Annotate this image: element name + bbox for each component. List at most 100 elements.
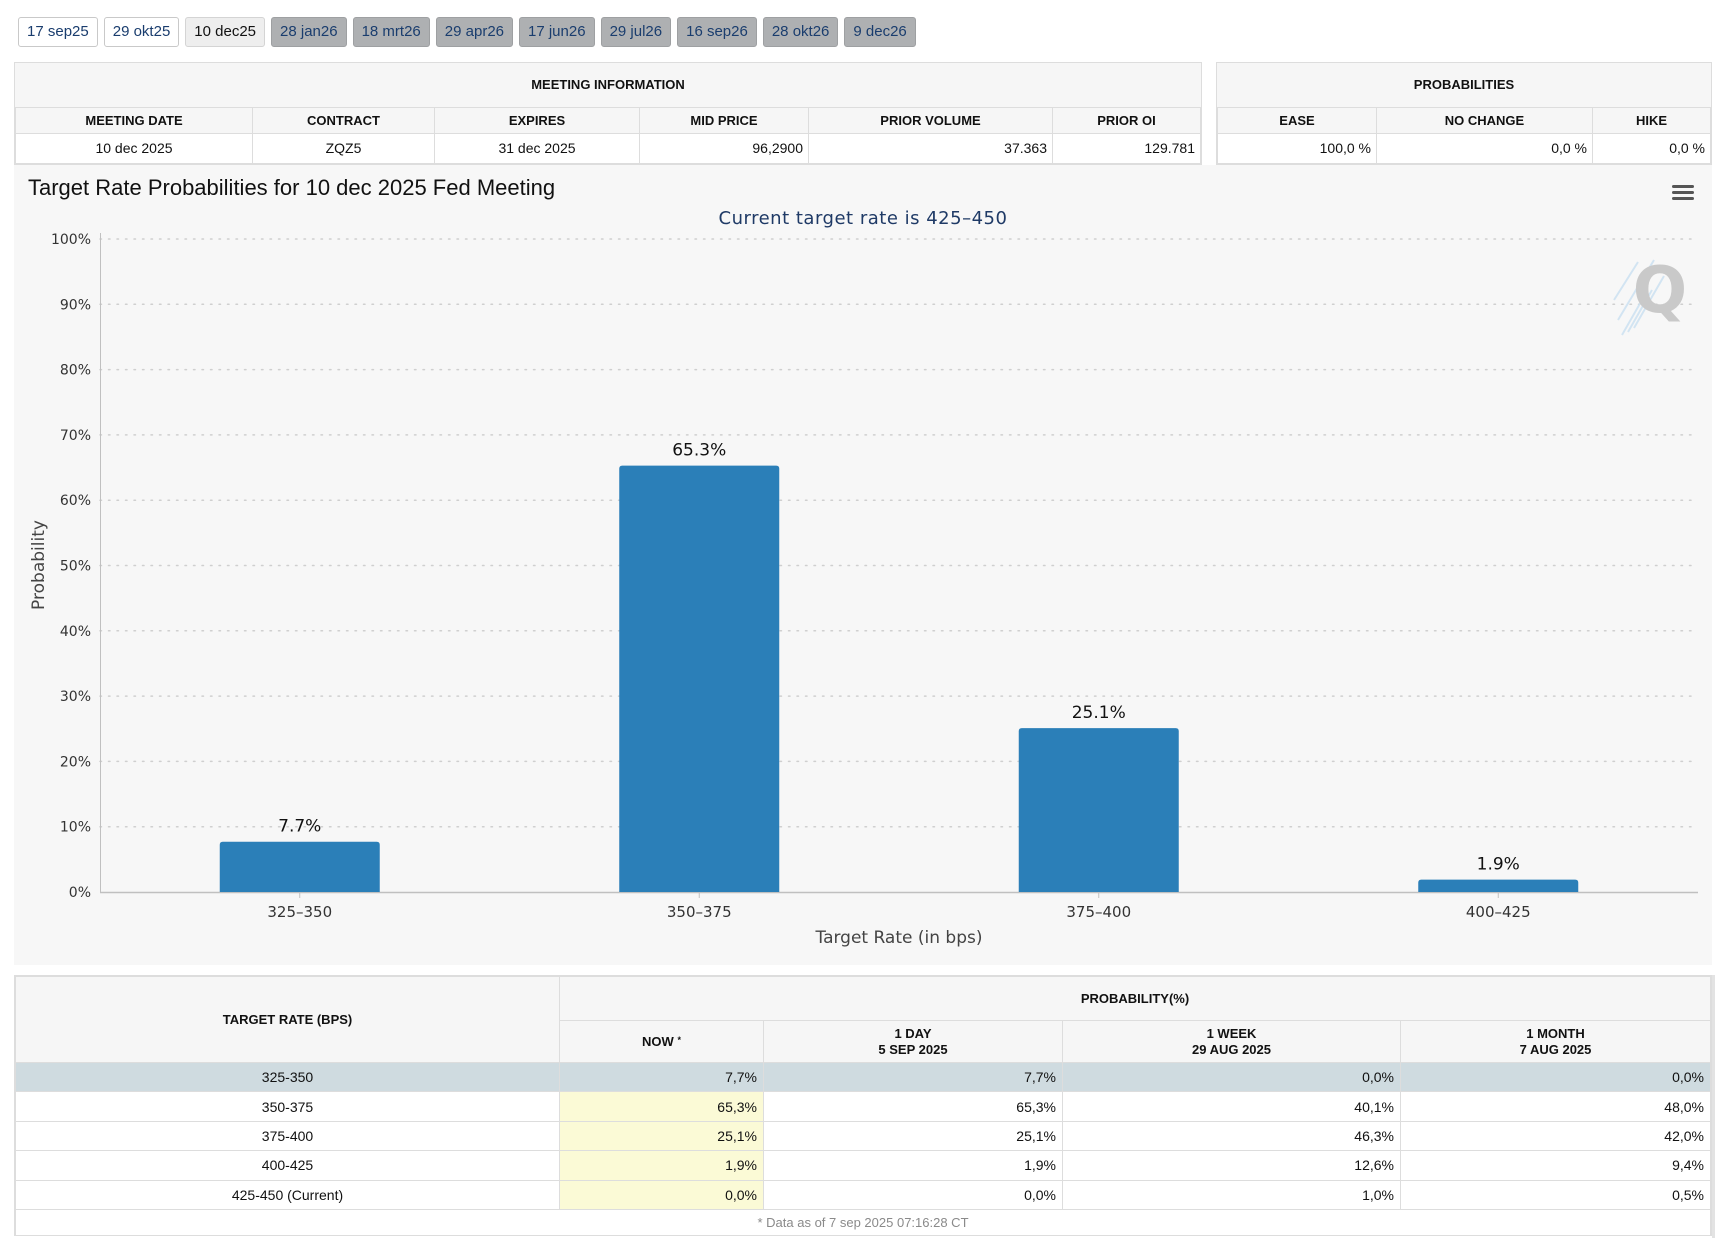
probabilities-table: PROBABILITIES EASE NO CHANGE HIKE 100,0 …: [1217, 63, 1711, 164]
scrollbar-track: [1712, 975, 1715, 1238]
meeting-information-box: MEETING INFORMATION MEETING DATE CONTRAC…: [14, 62, 1202, 165]
chart-menu-icon[interactable]: [1668, 179, 1698, 205]
table-row: 375-400 25,1% 25,1% 46,3% 42,0%: [15, 1120, 1711, 1152]
y-tick-label: 80%: [60, 363, 91, 379]
one-week-cell: 40,1%: [1062, 1091, 1401, 1122]
x-tick-label: 325–350: [267, 903, 332, 921]
header-contract: CONTRACT: [252, 106, 435, 134]
header-now: NOW *: [559, 1020, 764, 1063]
meeting-tab[interactable]: 17 sep25: [18, 17, 98, 47]
meeting-tab[interactable]: 29 okt25: [103, 17, 180, 47]
one-day-cell: 1,9%: [763, 1150, 1063, 1181]
y-axis-title: Probability: [29, 520, 49, 610]
chart-subtitle: Current target rate is 425–450: [718, 208, 1008, 229]
meeting-tab[interactable]: 10 dec25: [185, 17, 266, 47]
one-week-cell: 0,0%: [1062, 1061, 1401, 1093]
one-week-cell: 46,3%: [1062, 1120, 1401, 1152]
probability-table-box: TARGET RATE (BPS) PROBABILITY(%) NOW * 1…: [14, 975, 1712, 1237]
table-row: 325-350 7,7% 7,7% 0,0% 0,0%: [15, 1061, 1711, 1093]
one-month-cell: 48,0%: [1400, 1091, 1711, 1122]
bar: [619, 465, 780, 892]
data-footnote: * Data as of 7 sep 2025 07:16:28 CT: [15, 1208, 1711, 1236]
table-row: 350-375 65,3% 65,3% 40,1% 48,0%: [15, 1091, 1711, 1122]
y-tick-label: 30%: [60, 689, 91, 705]
rate-cell: 425-450 (Current): [15, 1179, 560, 1210]
meeting-tab[interactable]: 28 okt26: [762, 17, 839, 47]
data-label: 7.7%: [278, 817, 321, 837]
one-day-cell: 0,0%: [763, 1179, 1063, 1210]
one-day-cell: 7,7%: [763, 1061, 1063, 1093]
meeting-tab[interactable]: 9 dec26: [844, 17, 916, 47]
no-change-value: 0,0 %: [1376, 132, 1593, 164]
probability-rows: 325-350 7,7% 7,7% 0,0% 0,0% 350-375 65,3% 65,3%…: [15, 1061, 1711, 1210]
header-expires: EXPIRES: [434, 106, 640, 134]
chart-title: Target Rate Probabilities for 10 dec 202…: [28, 175, 556, 200]
probabilities-box: PROBABILITIES EASE NO CHANGE HIKE 100,0 …: [1216, 62, 1712, 165]
header-1-week: 1 WEEK 29 AUG 2025: [1062, 1020, 1401, 1063]
bar: [219, 841, 380, 892]
now-cell: 0,0%: [559, 1179, 764, 1210]
meeting-information-table: MEETING INFORMATION MEETING DATE CONTRAC…: [15, 63, 1201, 164]
meeting-tab[interactable]: 16 sep26: [677, 17, 757, 47]
meeting-tab[interactable]: 28 jan26: [271, 17, 347, 47]
bar-chart: 0% 10% 20% 30% 40% 50% 60% 70% 80% 90% 100% 7.7% 325…: [29, 232, 1699, 948]
one-day-cell: 25,1%: [763, 1120, 1063, 1152]
prior-oi-value: 129.781: [1052, 132, 1201, 164]
prior-volume-value: 37.363: [808, 132, 1053, 164]
header-prior-oi: PRIOR OI: [1052, 106, 1201, 134]
header-1-month-date: 7 AUG 2025: [1519, 1041, 1592, 1057]
header-meeting-date: MEETING DATE: [15, 106, 253, 134]
one-month-cell: 0,0%: [1400, 1061, 1711, 1093]
one-day-cell: 65,3%: [763, 1091, 1063, 1122]
meeting-tab[interactable]: 29 apr26: [435, 17, 513, 47]
header-1-day-label: 1 DAY: [894, 1025, 932, 1041]
data-label: 25.1%: [1072, 703, 1126, 723]
data-label: 65.3%: [672, 441, 726, 461]
now-cell: 65,3%: [559, 1091, 764, 1122]
header-1-week-date: 29 AUG 2025: [1191, 1041, 1271, 1057]
rate-cell: 350-375: [15, 1091, 560, 1122]
one-week-cell: 1,0%: [1062, 1179, 1401, 1210]
header-1-day: 1 DAY 5 SEP 2025: [763, 1020, 1063, 1063]
mid-price-value: 96,2900: [639, 132, 809, 164]
y-tick-label: 70%: [60, 428, 91, 444]
y-tick-label: 20%: [60, 754, 91, 770]
header-1-month-label: 1 MONTH: [1526, 1025, 1585, 1041]
rate-cell: 375-400: [15, 1120, 560, 1152]
now-cell: 25,1%: [559, 1120, 764, 1152]
header-now-label: NOW: [642, 1033, 674, 1049]
header-now-asterisk: *: [677, 1034, 681, 1045]
header-target-rate: TARGET RATE (BPS): [15, 976, 560, 1063]
bar: [1418, 879, 1579, 892]
meeting-tabs: 17 sep25 29 okt25 10 dec25 28 jan26 18 mrt26…: [18, 17, 916, 47]
header-mid-price: MID PRICE: [639, 106, 809, 134]
header-1-month: 1 MONTH 7 AUG 2025: [1400, 1020, 1711, 1063]
header-1-day-date: 5 SEP 2025: [878, 1041, 948, 1057]
y-tick-label: 90%: [60, 297, 91, 313]
expires-value: 31 dec 2025: [434, 132, 640, 164]
y-tick-label: 50%: [60, 559, 91, 575]
x-tick-label: 400–425: [1466, 903, 1531, 921]
bar: [1018, 728, 1179, 892]
y-tick-label: 40%: [60, 624, 91, 640]
meeting-tab[interactable]: 18 mrt26: [352, 17, 430, 47]
x-tick-label: 375–400: [1066, 903, 1131, 921]
header-prior-volume: PRIOR VOLUME: [808, 106, 1053, 134]
meeting-information-title: MEETING INFORMATION: [15, 63, 1201, 108]
now-cell: 1,9%: [559, 1150, 764, 1181]
meeting-date-value: 10 dec 2025: [15, 132, 253, 164]
logo-watermark-icon: Q: [1613, 254, 1687, 336]
chart-panel: 0% 10% 20% 30% 40% 50% 60% 70% 80% 90% 100% 7.7% 325…: [14, 165, 1712, 965]
meeting-tab[interactable]: 29 jul26: [600, 17, 672, 47]
watermark-text: Q: [1633, 254, 1687, 328]
data-label: 1.9%: [1477, 855, 1520, 875]
x-tick-label: 350–375: [667, 903, 732, 921]
one-month-cell: 42,0%: [1400, 1120, 1711, 1152]
y-tick-label: 100%: [51, 232, 91, 248]
table-row: 400-425 1,9% 1,9% 12,6% 9,4%: [15, 1150, 1711, 1181]
header-ease: EASE: [1217, 106, 1377, 134]
y-tick-label: 10%: [60, 820, 91, 836]
one-week-cell: 12,6%: [1062, 1150, 1401, 1181]
header-no-change: NO CHANGE: [1376, 106, 1593, 134]
meeting-tab[interactable]: 17 jun26: [519, 17, 595, 47]
